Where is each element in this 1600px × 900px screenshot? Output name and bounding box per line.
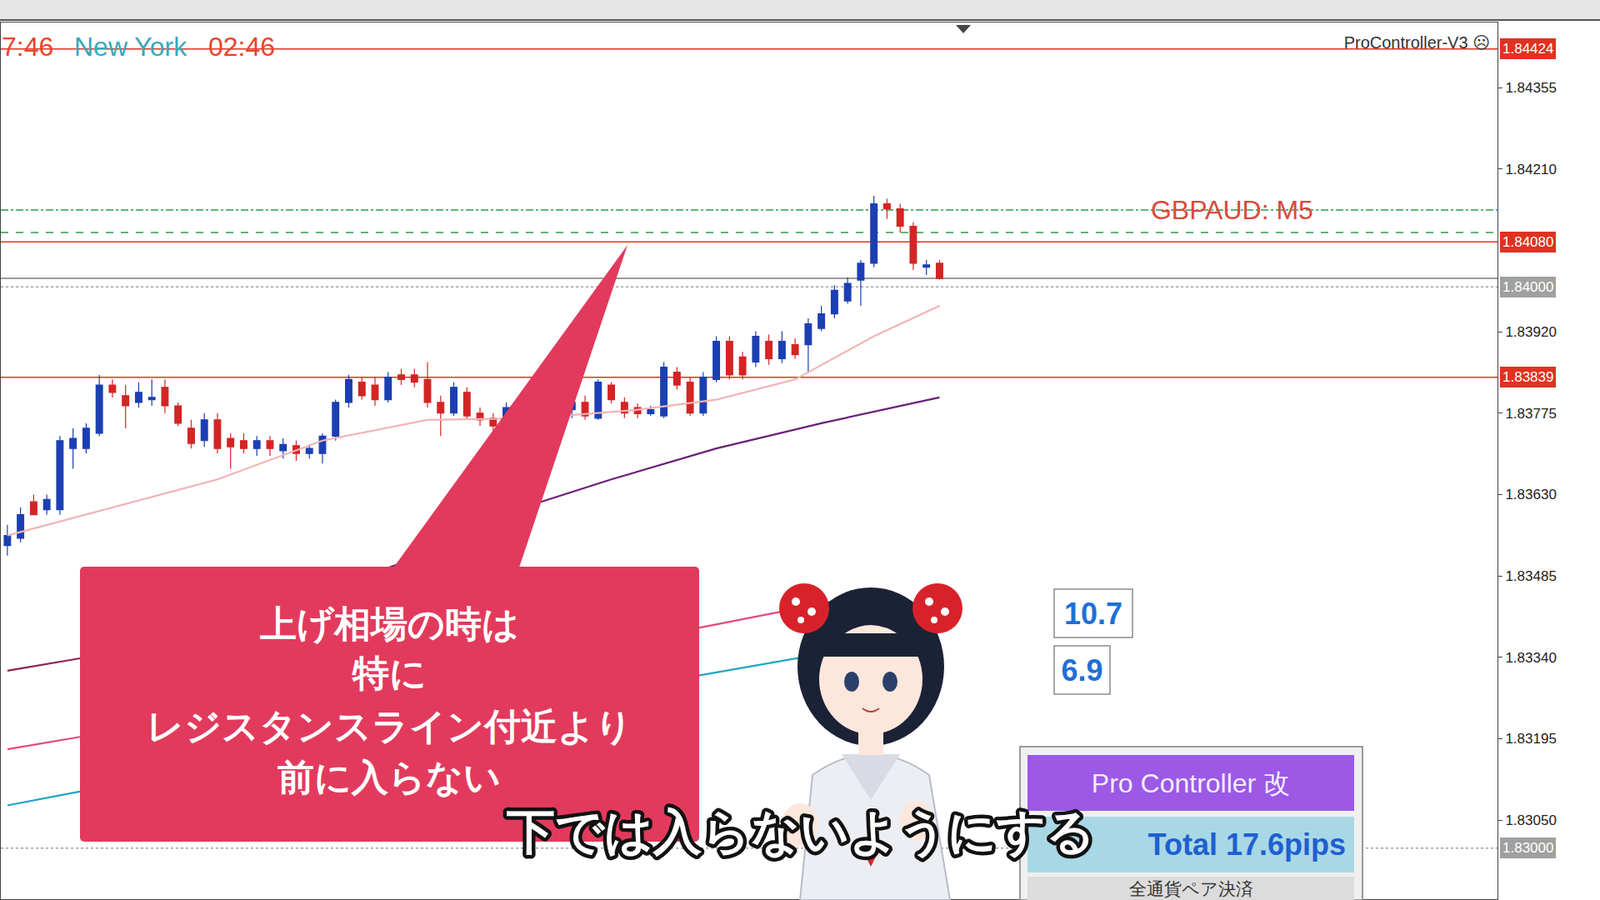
- svg-text:02:46: 02:46: [208, 31, 275, 62]
- svg-text:ProController-V3 ☹: ProController-V3 ☹: [1344, 33, 1490, 52]
- svg-text:1.83195: 1.83195: [1505, 730, 1556, 747]
- svg-text:1.83630: 1.83630: [1505, 486, 1556, 503]
- svg-text:1.83920: 1.83920: [1505, 324, 1556, 340]
- svg-text:レジスタンスライン付近より: レジスタンスライン付近より: [146, 705, 633, 747]
- svg-text:1.84355: 1.84355: [1505, 80, 1556, 96]
- svg-text:1.84000: 1.84000: [1502, 279, 1554, 295]
- svg-text:下では入らないようにする: 下では入らないようにする: [505, 804, 1095, 860]
- svg-text:1.83839: 1.83839: [1502, 369, 1554, 385]
- svg-text:1.84080: 1.84080: [1502, 234, 1554, 250]
- svg-text:1.83775: 1.83775: [1505, 405, 1556, 422]
- svg-text:全通貨ペア決済: 全通貨ペア決済: [1129, 879, 1254, 899]
- svg-text:1.83050: 1.83050: [1505, 812, 1556, 829]
- svg-text:1.84210: 1.84210: [1505, 161, 1556, 178]
- svg-text:6.9: 6.9: [1060, 653, 1103, 688]
- svg-text:New York: New York: [74, 31, 188, 62]
- svg-text:特に: 特に: [351, 652, 427, 694]
- svg-text:1.83485: 1.83485: [1505, 568, 1556, 585]
- svg-text:上げ相場の時は: 上げ相場の時は: [260, 603, 520, 645]
- svg-text:1.83000: 1.83000: [1502, 840, 1554, 856]
- svg-text:7:46: 7:46: [1, 31, 54, 62]
- svg-text:Total 17.6pips: Total 17.6pips: [1148, 827, 1346, 862]
- svg-text:前に入らない: 前に入らない: [277, 756, 501, 798]
- svg-text:GBPAUD: M5: GBPAUD: M5: [1150, 195, 1314, 225]
- svg-text:10.7: 10.7: [1064, 596, 1123, 631]
- svg-text:1.83340: 1.83340: [1505, 650, 1556, 666]
- svg-text:1.84424: 1.84424: [1502, 40, 1554, 57]
- svg-text:Pro Controller 改: Pro Controller 改: [1091, 768, 1290, 799]
